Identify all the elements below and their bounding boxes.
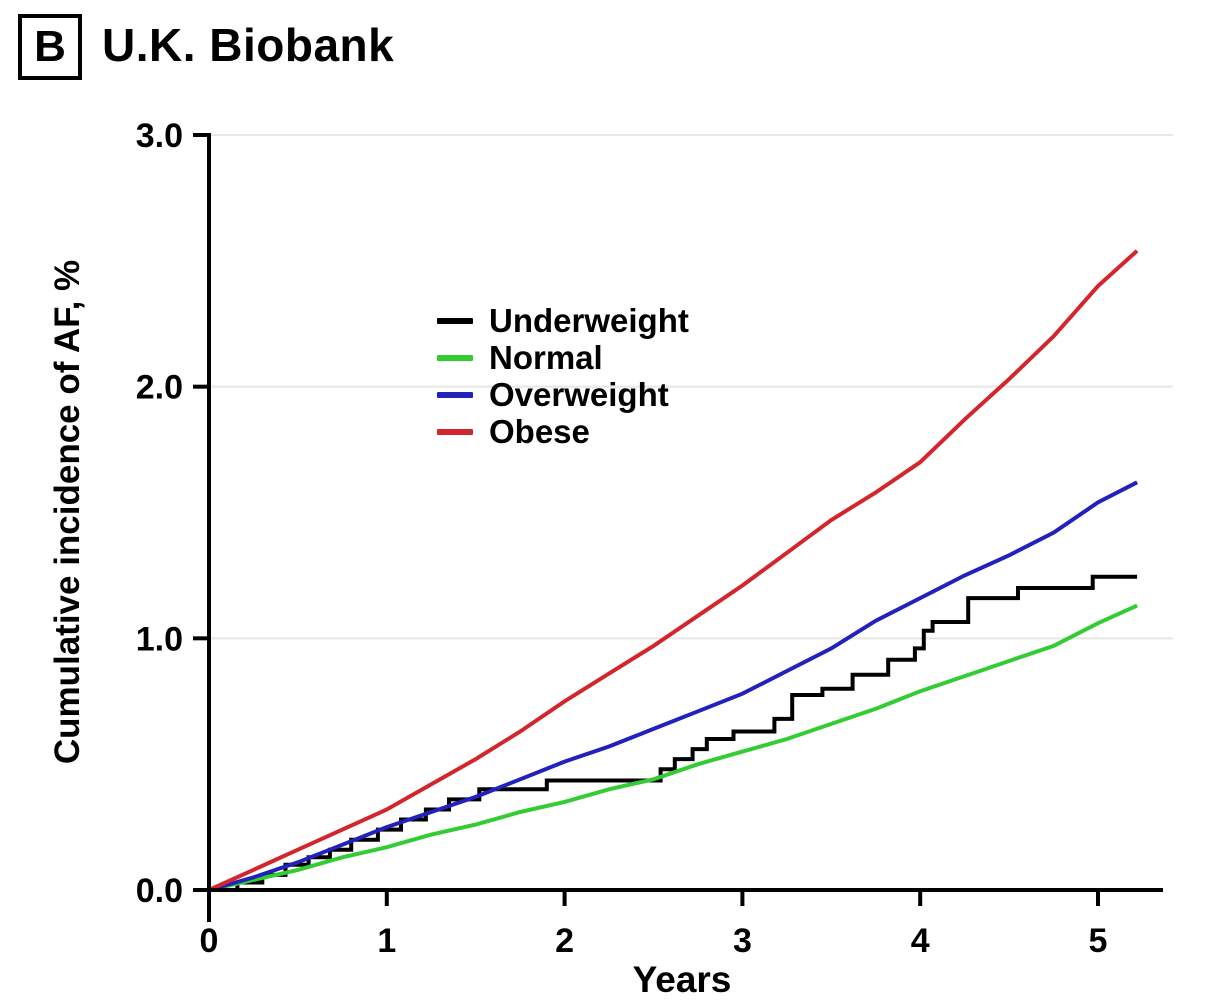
y-axis-title: Cumulative incidence of AF, % [48,259,87,765]
x-tick-label: 1 [377,922,396,960]
legend-item-overweight: Overweight [437,376,689,413]
legend-label-overweight: Overweight [489,376,669,413]
legend-item-obese: Obese [437,413,689,450]
x-tick-label: 0 [200,922,219,960]
legend-swatch-underweight [437,317,473,324]
y-tick-label: 0.0 [136,872,183,910]
legend-label-obese: Obese [489,413,590,450]
panel-letter: B [34,22,66,71]
series-overweight-line [208,480,1139,892]
x-tick-label: 2 [555,922,574,960]
chart-title: U.K. Biobank [102,19,395,71]
x-tick-label: 5 [1089,922,1108,960]
legend-label-normal: Normal [489,339,603,376]
x-tick-label: 3 [733,922,752,960]
x-tick-label: 4 [911,922,930,960]
legend-swatch-obese [437,428,473,435]
series-normal-line [208,603,1138,892]
series-obese-line [208,249,1139,892]
panel-letter-box: B [18,14,82,80]
series-underweight-line [209,574,1138,892]
legend-swatch-overweight [437,391,473,398]
legend-item-normal: Normal [437,339,689,376]
y-tick-label: 2.0 [136,369,183,407]
y-tick-label: 1.0 [136,620,183,658]
legend-swatch-normal [437,354,473,361]
x-axis-title: Years [632,959,732,1000]
legend-label-underweight: Underweight [489,302,689,339]
y-tick-label: 3.0 [136,117,183,155]
legend: Underweight Normal Overweight Obese [437,302,689,450]
legend-item-underweight: Underweight [437,302,689,339]
